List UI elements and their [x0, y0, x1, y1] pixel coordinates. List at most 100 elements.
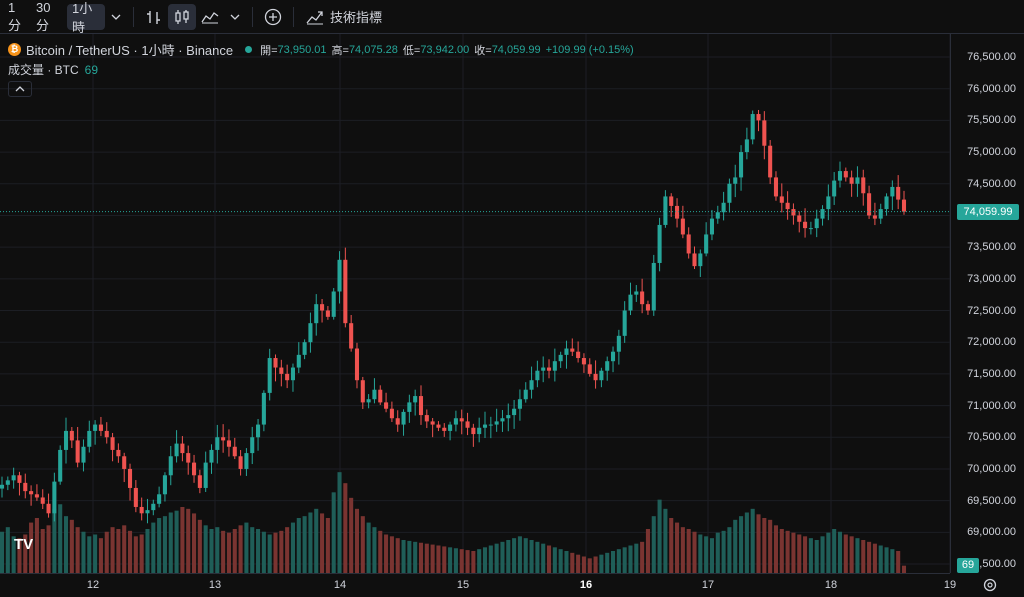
volume-bar [773, 525, 779, 573]
candle-body [482, 424, 488, 428]
toolbar: 1分 30分 1小時 技術指標 [0, 0, 1024, 35]
volume-bar [843, 534, 848, 573]
candles-button[interactable] [168, 3, 196, 30]
settings-icon[interactable] [982, 577, 998, 593]
candle-body [558, 354, 563, 362]
candle-body [628, 294, 633, 311]
last-price-label: 74,059.99 [957, 203, 1019, 220]
candle-body [517, 399, 522, 409]
price-tick-label: 75,500.00 [967, 114, 1016, 127]
candle-body [535, 370, 540, 381]
volume-bar [337, 472, 342, 573]
collapse-legend-button[interactable] [8, 81, 32, 97]
volume-bar [581, 556, 586, 573]
high-label: 高= [331, 44, 349, 57]
chart-type-dropdown-button[interactable] [224, 4, 246, 30]
volume-bar [785, 530, 790, 573]
volume-bar [500, 541, 505, 573]
volume-bar [139, 534, 144, 573]
price-tick-label: 73,500.00 [967, 241, 1016, 254]
volume-bar [448, 547, 453, 573]
candle-body [500, 418, 505, 422]
volume-bar [395, 538, 400, 573]
price-tick-label: 70,500.00 [967, 431, 1016, 444]
volume-bar [471, 551, 476, 573]
volume-bar [593, 556, 598, 573]
volume-bar [605, 552, 610, 573]
indicators-icon [306, 10, 323, 24]
volume-bar [221, 530, 226, 573]
price-axis[interactable]: 76,500.00 76,000.00 75,500.00 75,000.00 74,5… [950, 34, 1024, 573]
interval-30m-button[interactable]: 30分 [36, 0, 51, 33]
volume-bar [739, 516, 744, 573]
candle-body [477, 427, 482, 435]
price-chart[interactable] [0, 34, 1024, 597]
volume-bar [610, 551, 616, 573]
volume-bar [418, 542, 424, 573]
candle-body [686, 234, 691, 254]
volume-bar [87, 536, 92, 573]
price-tick-label: 68,500.00 [967, 558, 1016, 570]
interval-1h-button[interactable]: 1小時 [67, 1, 105, 35]
candle-body [721, 202, 726, 213]
area-style-button[interactable] [196, 4, 224, 30]
candle-body [40, 497, 45, 504]
open-label: 開= [260, 44, 278, 57]
volume-bar [517, 536, 522, 573]
candle-body [878, 209, 883, 219]
volume-bar [110, 527, 115, 573]
volume-bar [17, 538, 22, 573]
candle-body [186, 453, 191, 463]
volume-bar [576, 554, 581, 573]
volume-label[interactable]: 成交量 · BTC [8, 63, 79, 77]
tradingview-logo[interactable]: TV [14, 536, 34, 553]
candle-body [209, 449, 214, 463]
volume-bar [512, 538, 517, 573]
volume-bar [546, 545, 552, 573]
candle-body [139, 506, 144, 514]
volume-bar [122, 525, 127, 573]
candle-body [23, 482, 28, 492]
candle-body [151, 503, 156, 511]
chevron-down-icon [111, 14, 121, 20]
volume-bar [354, 508, 360, 573]
interval-dropdown-button[interactable] [105, 4, 127, 30]
interval-1m-button[interactable]: 1分 [8, 0, 22, 33]
candle-body [645, 304, 650, 311]
bar-style-button[interactable] [140, 4, 168, 30]
time-axis[interactable]: 12 13 14 15 16 17 18 19 [0, 573, 956, 597]
candle-body [308, 323, 313, 343]
candle-body [314, 304, 319, 324]
compare-button[interactable] [259, 4, 287, 30]
volume-bar [424, 543, 429, 573]
volume-bar [535, 541, 540, 573]
volume-bar [837, 531, 843, 573]
candle-body [93, 424, 98, 431]
last-volume-label: 69 [957, 558, 979, 573]
volume-bar [430, 544, 435, 573]
volume-bar [465, 550, 470, 573]
candle-body [69, 430, 74, 441]
price-tick-label: 73,000.00 [967, 272, 1016, 285]
volume-bar [11, 536, 16, 573]
volume-bar [494, 543, 499, 573]
volume-bar [279, 530, 284, 573]
candle-body [372, 389, 377, 400]
volume-bar [285, 527, 290, 573]
volume-bar [331, 492, 336, 573]
symbol-title[interactable]: Bitcoin / TetherUS · 1小時 · Binance [26, 43, 234, 58]
time-tick-label: 14 [333, 579, 347, 591]
time-tick-label: 16 [579, 579, 593, 591]
volume-bar [523, 538, 528, 573]
volume-bar [756, 514, 761, 573]
candle-body [808, 228, 813, 230]
candle-body [81, 446, 86, 463]
volume-bar [302, 516, 307, 573]
volume-bar [645, 529, 650, 573]
volume-bar [325, 518, 330, 573]
price-tick-label: 76,000.00 [967, 82, 1016, 95]
volume-bar [628, 545, 633, 573]
candle-body [273, 358, 278, 368]
indicators-button[interactable]: 技術指標 [300, 4, 388, 30]
volume-bar [453, 548, 458, 573]
